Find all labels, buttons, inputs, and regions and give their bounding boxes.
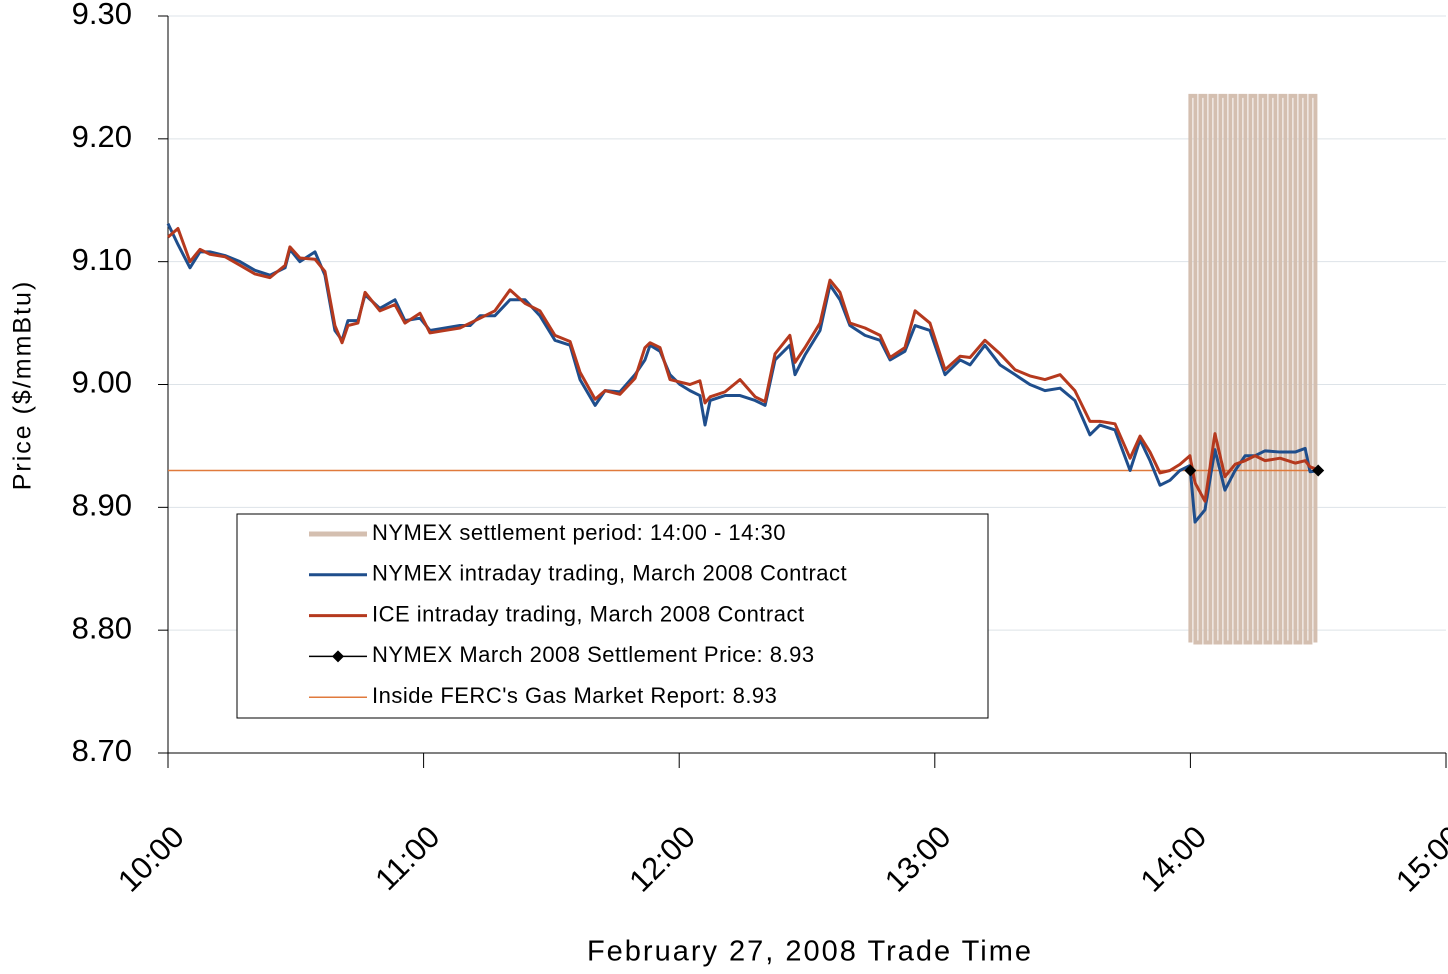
y-tick-label: 9.20 bbox=[72, 119, 132, 154]
x-tick-label: 15:00 bbox=[1389, 819, 1448, 899]
x-tick-label: 11:00 bbox=[368, 819, 446, 897]
settlement-marker bbox=[1312, 464, 1325, 477]
price-line bbox=[167, 227, 1321, 503]
x-tick-label: 14:00 bbox=[1134, 819, 1214, 899]
legend-label: NYMEX settlement period: 14:00 - 14:30 bbox=[372, 520, 786, 545]
y-tick-label: 9.00 bbox=[72, 365, 132, 400]
legend-label: NYMEX intraday trading, March 2008 Contr… bbox=[372, 561, 847, 586]
legend-label: ICE intraday trading, March 2008 Contrac… bbox=[372, 601, 805, 626]
y-tick-label: 8.90 bbox=[72, 488, 132, 523]
price-line bbox=[166, 222, 1321, 524]
settlement-band bbox=[1188, 93, 1318, 645]
y-axis-label: Price ($/mmBtu) bbox=[9, 280, 37, 491]
y-tick-label: 8.70 bbox=[72, 733, 132, 768]
x-tick-label: 12:00 bbox=[622, 819, 702, 899]
x-tick-label: 13:00 bbox=[878, 819, 958, 899]
x-axis-label: February 27, 2008 Trade Time bbox=[587, 936, 1033, 968]
legend-marker bbox=[332, 650, 344, 663]
y-tick-label: 9.10 bbox=[72, 242, 132, 277]
x-tick-label: 10:00 bbox=[111, 819, 191, 899]
legend-label: Inside FERC's Gas Market Report: 8.93 bbox=[372, 683, 777, 708]
settlement-marker bbox=[1184, 464, 1197, 477]
legend-label: NYMEX March 2008 Settlement Price: 8.93 bbox=[372, 642, 815, 667]
y-tick-label: 8.80 bbox=[72, 610, 132, 645]
y-tick-label: 9.30 bbox=[72, 0, 132, 31]
